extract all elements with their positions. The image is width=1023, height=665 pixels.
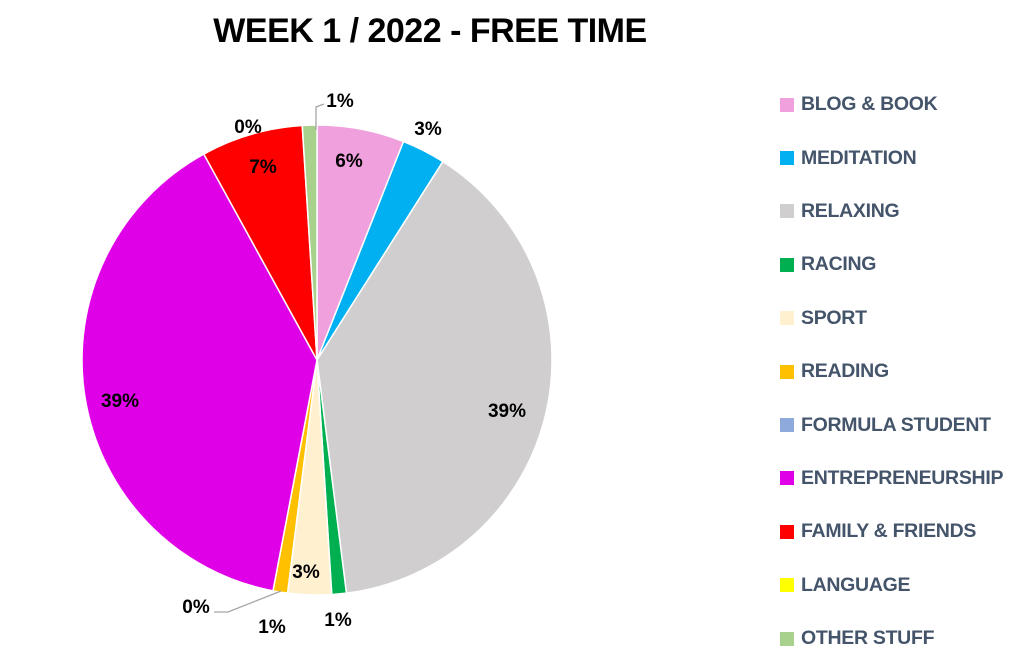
legend-label: FAMILY & FRIENDS (801, 520, 977, 543)
legend-swatch (780, 471, 794, 486)
legend: BLOG & BOOK MEDITATION RELAXING RACING SPORT… (780, 78, 1003, 665)
legend-item-sport: SPORT (780, 292, 1003, 345)
legend-swatch (780, 97, 794, 112)
legend-label: OTHER STUFF (801, 627, 935, 650)
data-label-formula-student: 0% (234, 117, 262, 138)
legend-swatch (780, 631, 794, 646)
legend-item-reading: READING (780, 345, 1003, 398)
legend-swatch (780, 524, 794, 539)
legend-label: RACING (801, 253, 877, 276)
legend-item-blog-book: BLOG & BOOK (780, 78, 1003, 131)
pie-slice-relaxing (316, 160, 553, 594)
legend-item-formula-student: FORMULA STUDENT (780, 398, 1003, 451)
legend-item-family-friends: FAMILY & FRIENDS (780, 505, 1003, 558)
legend-label: LANGUAGE (801, 573, 911, 596)
legend-item-racing: RACING (780, 238, 1003, 291)
chart-title: WEEK 1 / 2022 - FREE TIME (213, 12, 647, 50)
legend-item-language: LANGUAGE (780, 559, 1003, 612)
data-label-language: 0% (182, 597, 210, 618)
legend-item-other-stuff: OTHER STUFF (780, 612, 1003, 665)
data-label-relaxing: 39% (488, 401, 526, 422)
legend-swatch (780, 418, 794, 433)
pie-slices (81, 124, 553, 596)
legend-swatch (780, 257, 794, 272)
pie-slice-other-stuff (301, 124, 318, 361)
legend-label: RELAXING (801, 199, 900, 222)
legend-swatch (780, 364, 794, 379)
pie-chart: 6% 3% 39% 1% 3% 1% 0% 39% 7% 0% 1% (81, 91, 553, 638)
pie-slice-entrepreneurship (81, 153, 318, 592)
legend-label: ENTREPRENEURSHIP (801, 466, 1004, 489)
data-labels: 6% 3% 39% 1% 3% 1% 0% 39% 7% 0% 1% (101, 91, 526, 638)
legend-swatch (780, 578, 794, 593)
legend-label: READING (801, 360, 889, 383)
pie-slice-family-friends (202, 124, 318, 361)
data-label-family-friends: 7% (249, 157, 277, 178)
data-label-reading: 1% (258, 617, 286, 638)
legend-item-entrepreneurship: ENTREPRENEURSHIP (780, 452, 1003, 505)
data-label-racing: 1% (324, 610, 352, 631)
data-label-entrepreneurship: 39% (101, 391, 139, 412)
leader-line-language (214, 590, 282, 613)
legend-swatch (780, 151, 794, 166)
leader-lines (214, 103, 325, 613)
legend-label: BLOG & BOOK (801, 93, 938, 116)
legend-swatch (780, 204, 794, 219)
data-label-blog-book: 6% (335, 151, 363, 172)
legend-label: FORMULA STUDENT (801, 413, 991, 436)
data-label-sport: 3% (292, 562, 320, 583)
legend-item-relaxing: RELAXING (780, 185, 1003, 238)
legend-item-meditation: MEDITATION (780, 131, 1003, 184)
data-label-other-stuff: 1% (326, 91, 354, 112)
legend-swatch (780, 311, 794, 326)
legend-label: SPORT (801, 306, 867, 329)
legend-label: MEDITATION (801, 146, 917, 169)
data-label-meditation: 3% (414, 119, 442, 140)
leader-line-other-stuff (315, 103, 325, 130)
